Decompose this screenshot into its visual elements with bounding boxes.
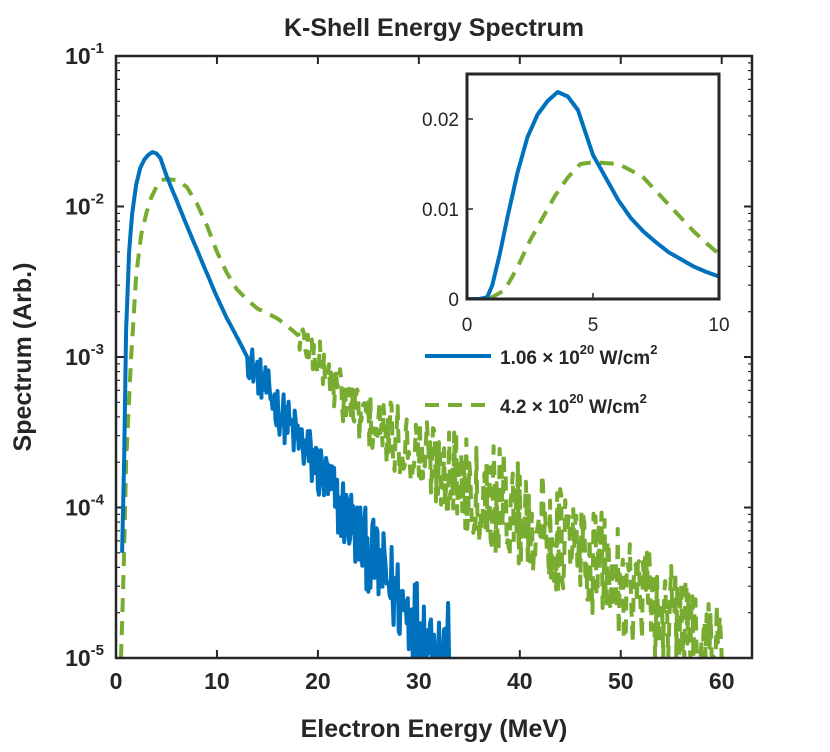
inset-y-tick-label: 0 xyxy=(448,290,459,311)
main-ticks-layer xyxy=(115,55,752,659)
y-axis-label: Spectrum (Arb.) xyxy=(9,263,37,452)
inset-x-tick-label: 0 xyxy=(462,315,473,336)
main-series-layer xyxy=(119,150,724,658)
x-tick-label: 10 xyxy=(204,668,230,694)
inset-series-line-2 xyxy=(467,160,719,299)
legend-1-prefix: 1.06 × 10 xyxy=(500,348,580,369)
y-tick-label: 10-3 xyxy=(65,341,104,370)
main-plot-frame xyxy=(114,54,754,660)
legend-2-prefix: 4.2 × 10 xyxy=(500,397,569,418)
y-tick-label: 10-5 xyxy=(65,642,104,671)
legend-1-mid: W/cm xyxy=(594,348,650,369)
inset-series-line-1 xyxy=(467,90,719,299)
y-tick-label: 10-1 xyxy=(65,40,104,69)
x-tick-label: 0 xyxy=(110,668,123,694)
inset-x-tick-label: 5 xyxy=(588,315,599,336)
x-tick-label: 40 xyxy=(507,668,533,694)
inset-background xyxy=(467,74,719,299)
legend-2-exp1: 20 xyxy=(569,391,583,406)
main-series-line-2 xyxy=(119,177,724,658)
x-tick-label: 60 xyxy=(709,668,735,694)
inset-y-tick-label: 0.01 xyxy=(422,200,459,221)
inset-x-tick-label: 10 xyxy=(708,315,729,336)
main-series-line-1 xyxy=(120,150,452,658)
legend-1-exp1: 20 xyxy=(580,342,594,357)
legend-2-mid: W/cm xyxy=(584,397,640,418)
legend-2-exp2: 2 xyxy=(640,391,647,406)
legend-label-series-2: 4.2 × 1020 W/cm2 xyxy=(500,391,647,418)
x-tick-label: 30 xyxy=(406,668,432,694)
chart-title: K-Shell Energy Spectrum xyxy=(284,14,584,42)
inset-tick-labels: 0 5 10 0 0.01 0.02 xyxy=(422,110,730,336)
legend-label-series-1: 1.06 × 1020 W/cm2 xyxy=(500,342,657,369)
x-tick-label: 20 xyxy=(305,668,331,694)
y-tick-label: 10-4 xyxy=(65,492,105,521)
inset-y-tick-label: 0.02 xyxy=(422,110,459,131)
x-tick-label: 50 xyxy=(608,668,634,694)
inset-frame xyxy=(465,72,721,301)
inset-series-layer xyxy=(467,90,719,299)
legend: 1.06 × 1020 W/cm2 4.2 × 1020 W/cm2 xyxy=(425,342,657,418)
x-axis-label: Electron Energy (MeV) xyxy=(301,715,568,743)
legend-1-exp2: 2 xyxy=(650,342,657,357)
y-tick-label: 10-2 xyxy=(65,191,104,220)
